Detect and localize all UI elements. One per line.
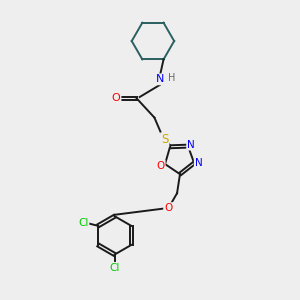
Text: Cl: Cl <box>78 218 88 228</box>
Text: N: N <box>195 158 203 168</box>
Text: S: S <box>161 133 168 146</box>
Text: N: N <box>156 74 164 84</box>
Text: O: O <box>164 203 172 213</box>
Text: Cl: Cl <box>110 263 120 273</box>
Text: O: O <box>157 160 165 170</box>
Text: O: O <box>112 94 121 103</box>
Text: H: H <box>168 73 175 83</box>
Text: N: N <box>187 140 195 150</box>
